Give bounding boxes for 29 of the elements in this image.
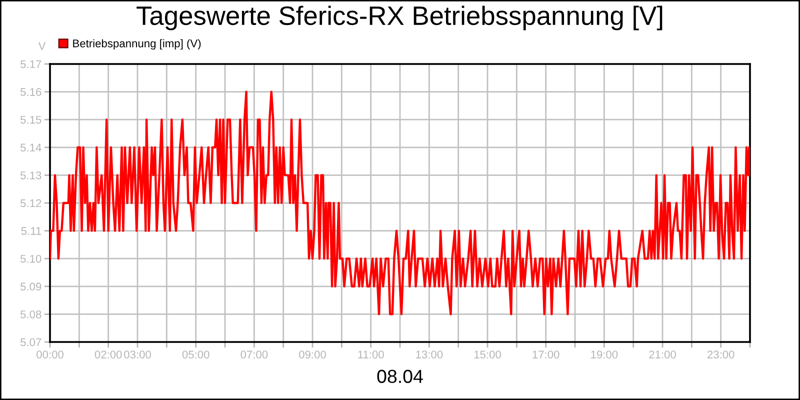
x-tick-label: 11:00 bbox=[358, 350, 384, 358]
x-tick-label: 17:00 bbox=[532, 350, 560, 358]
y-tick-label: 5.12 bbox=[20, 199, 42, 208]
y-tick-label: 5.09 bbox=[20, 282, 42, 291]
x-tick-label: 23:00 bbox=[707, 350, 734, 358]
y-tick-label: 5.08 bbox=[20, 310, 42, 318]
y-tick-label: 5.07 bbox=[20, 338, 42, 346]
x-tick-label: 09:00 bbox=[299, 350, 326, 358]
x-tick-label: 15:00 bbox=[474, 350, 501, 358]
x-axis-title: 08.04 bbox=[377, 370, 423, 384]
x-tick-label: 00:00 bbox=[36, 350, 64, 358]
y-tick-label: 5.11 bbox=[21, 227, 42, 235]
y-tick-label: 5.10 bbox=[20, 254, 42, 263]
x-tick-label: 03:00 bbox=[124, 350, 151, 358]
x-tick-label: 13:00 bbox=[416, 350, 443, 358]
chart-title: Tageswerte Sferics-RX Betriebsspannung [V] bbox=[136, 6, 662, 30]
x-tick-label: 05:00 bbox=[182, 350, 210, 358]
x-tick-label: 19:00 bbox=[591, 350, 618, 358]
x-tick-label: 21:00 bbox=[649, 350, 676, 358]
y-tick-label: 5.17 bbox=[20, 60, 42, 68]
y-tick-label: 5.16 bbox=[20, 88, 42, 96]
line-series bbox=[50, 90, 750, 316]
y-tick-label: 5.13 bbox=[20, 171, 42, 180]
legend-label: Betriebspannung [imp] (V) bbox=[73, 39, 201, 50]
y-tick-label: 5.15 bbox=[20, 116, 42, 124]
x-tick-label: 07:00 bbox=[240, 350, 268, 358]
x-tick-label: 02:00 bbox=[94, 350, 122, 358]
y-axis-title: V bbox=[38, 42, 46, 50]
y-tick-label: 5.14 bbox=[20, 144, 42, 152]
